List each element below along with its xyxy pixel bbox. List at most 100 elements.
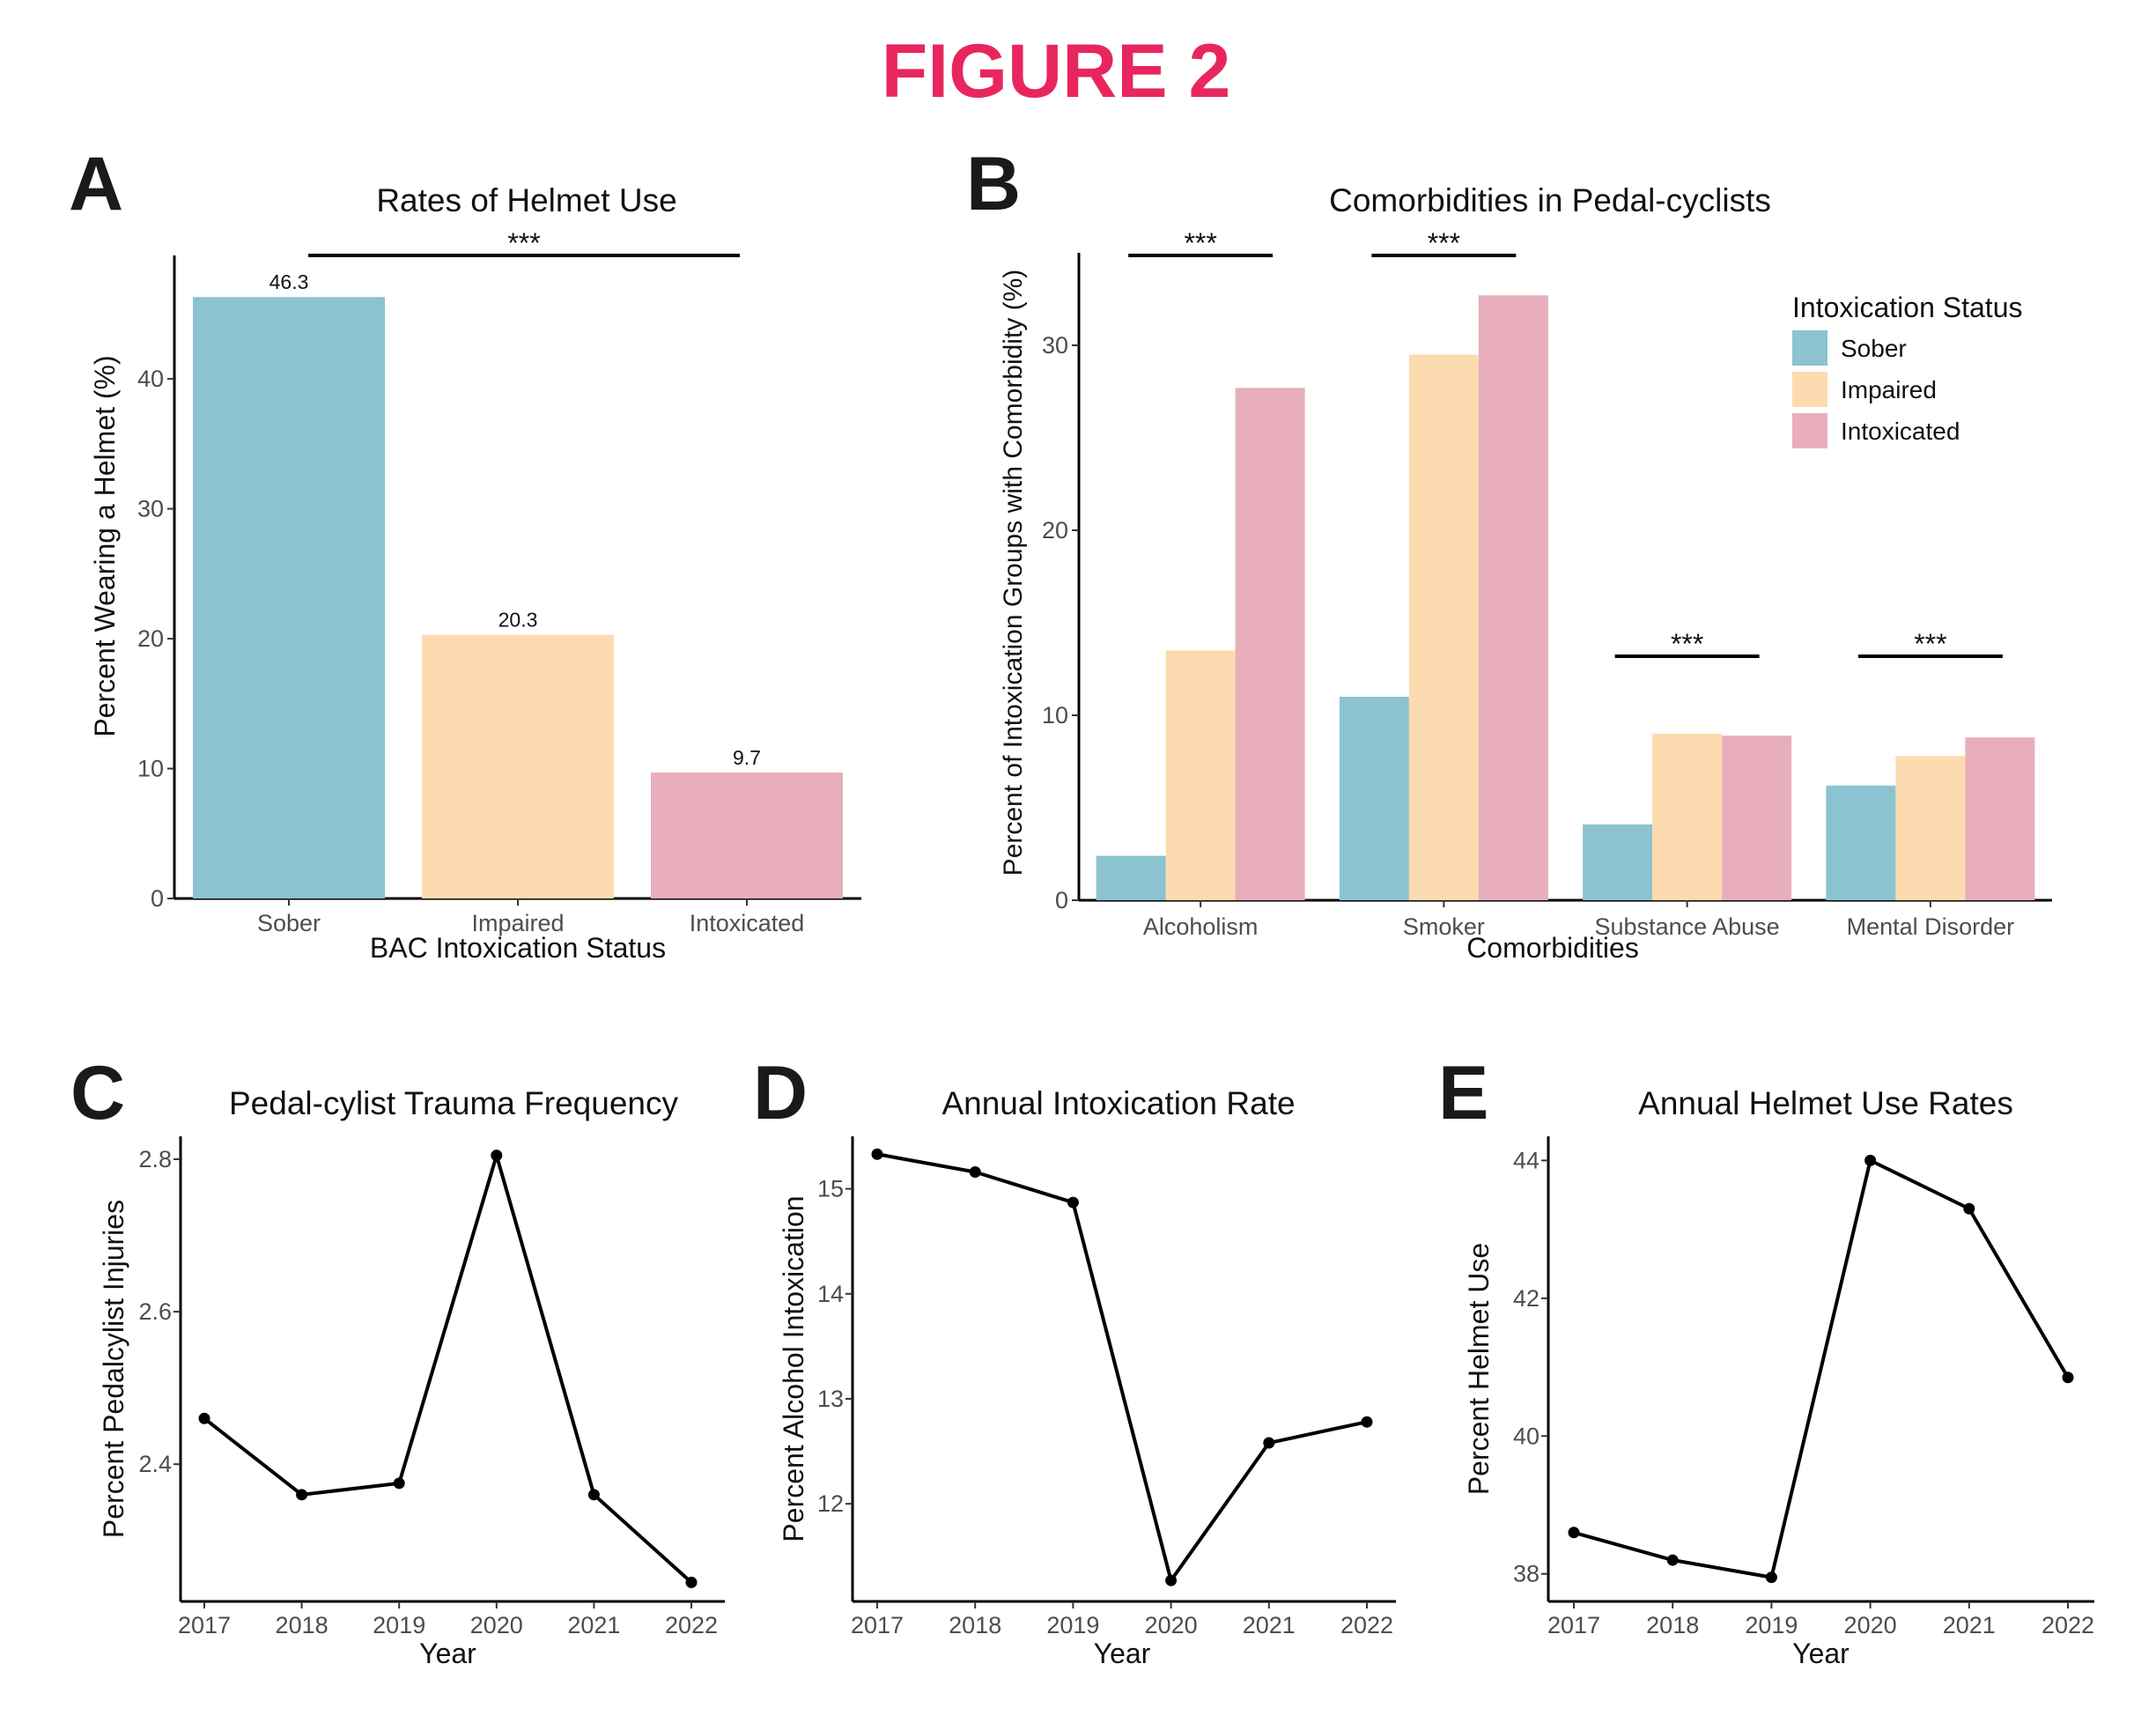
panel-b-title: Comorbidities in Pedal-cyclists xyxy=(1329,182,1771,218)
panel-d-x-tick-label: 2020 xyxy=(1145,1612,1198,1638)
panel-a-y-tick-label: 20 xyxy=(137,625,164,652)
panel-e-point-2020 xyxy=(1864,1154,1877,1166)
panel-c-point-2017 xyxy=(198,1412,210,1424)
panel-a-y-tick-label: 0 xyxy=(151,885,164,912)
panel-b-bar-smoker-sober xyxy=(1339,697,1409,900)
panel-a-x-tick-label: Impaired xyxy=(471,910,564,936)
panel-e-series-line xyxy=(1573,1158,2070,1579)
panel-b-bar-substance-abuse-sober xyxy=(1583,824,1653,900)
panel-a-y-axis-title: Percent Wearing a Helmet (%) xyxy=(89,355,121,736)
panel-d-y-tick-label: 14 xyxy=(817,1281,844,1307)
panel-letter-a: A xyxy=(69,142,123,226)
panel-b-bar-smoker-intoxicated xyxy=(1478,295,1548,900)
panel-e-y-tick-label: 38 xyxy=(1513,1561,1539,1587)
panel-a-bar-sober xyxy=(193,297,385,899)
panel-e-x-tick-label: 2020 xyxy=(1844,1612,1897,1638)
panel-b-y-tick-label: 30 xyxy=(1042,332,1068,359)
panel-b-legend-title: Intoxication Status xyxy=(1792,292,2022,323)
panel-c-chart: Pedal-cylist Trauma Frequency 2.4 2.6 2.8 20… xyxy=(98,1085,725,1669)
panel-letter-d: D xyxy=(753,1051,808,1135)
panel-c-point-2022 xyxy=(685,1576,698,1588)
panel-a-x-axis-title: BAC Intoxication Status xyxy=(370,932,666,964)
panel-d-x-tick-label: 2018 xyxy=(949,1612,1001,1638)
panel-e-chart: Annual Helmet Use Rates 38 40 42 44 2017 2018 2… xyxy=(1463,1085,2094,1669)
panel-a-bar-impaired xyxy=(422,634,614,898)
panel-d-x-tick-label: 2022 xyxy=(1340,1612,1393,1638)
panel-b-x-tick-label: Substance Abuse xyxy=(1595,913,1780,940)
panel-c-x-tick-label: 2020 xyxy=(470,1612,523,1638)
panel-e-x-axis-title: Year xyxy=(1792,1638,1850,1669)
panel-e-point-2017 xyxy=(1568,1527,1580,1539)
panel-a-data-label: 20.3 xyxy=(498,609,538,632)
panel-b-bar-smoker-impaired xyxy=(1408,354,1479,900)
panel-d-point-2019 xyxy=(1067,1196,1079,1209)
panel-b-legend-swatch-sober xyxy=(1792,330,1827,366)
panel-a-x-tick-label: Sober xyxy=(257,910,321,936)
panel-c-point-2019 xyxy=(393,1477,405,1490)
panel-d-point-2022 xyxy=(1361,1416,1373,1428)
panel-b-legend-swatch-impaired xyxy=(1792,372,1827,407)
panel-d-x-tick-label: 2019 xyxy=(1046,1612,1099,1638)
panel-b-significance-stars: *** xyxy=(1428,227,1460,259)
panel-d-point-2021 xyxy=(1263,1437,1275,1449)
panel-a-y-tick-label: 40 xyxy=(137,366,164,392)
panel-b-significance-stars: *** xyxy=(1671,628,1703,660)
panel-e-x-tick-label: 2021 xyxy=(1943,1612,1996,1638)
panel-e-point-2019 xyxy=(1765,1571,1777,1584)
panel-a-data-label: 9.7 xyxy=(733,746,761,769)
panel-a-chart: Rates of Helmet Use 0 10 20 30 40 46.3 Sober 20.… xyxy=(89,182,861,964)
panel-b-y-axis-title: Percent of Intoxication Groups with Como… xyxy=(999,270,1028,876)
panel-c-x-tick-label: 2017 xyxy=(178,1612,231,1638)
panel-e-y-tick-label: 44 xyxy=(1513,1147,1539,1173)
panel-c-point-2018 xyxy=(296,1489,308,1501)
panel-c-x-tick-label: 2018 xyxy=(276,1612,329,1638)
panel-d-title: Annual Intoxication Rate xyxy=(941,1085,1295,1121)
panel-b-bar-alcoholism-impaired xyxy=(1165,650,1236,900)
panel-a-data-label: 46.3 xyxy=(270,270,309,293)
panel-b-x-axis-title: Comorbidities xyxy=(1466,932,1639,964)
panel-d-chart: Annual Intoxication Rate 12 13 14 15 2017 2018… xyxy=(778,1085,1396,1669)
panel-b-legend-label: Impaired xyxy=(1841,376,1937,403)
panel-d-x-tick-label: 2017 xyxy=(851,1612,904,1638)
panel-a-bar-intoxicated xyxy=(651,772,843,898)
panel-a-y-tick-label: 10 xyxy=(137,756,164,782)
panel-a-y-tick-label: 30 xyxy=(137,496,164,522)
panel-c-series-line xyxy=(203,1153,693,1584)
panel-d-y-axis-title: Percent Alcohol Intoxication xyxy=(778,1195,809,1542)
panel-c-point-2020 xyxy=(491,1150,503,1162)
panel-e-x-tick-label: 2019 xyxy=(1745,1612,1798,1638)
panel-c-title: Pedal-cylist Trauma Frequency xyxy=(229,1085,678,1121)
panel-e-point-2022 xyxy=(2062,1372,2074,1384)
panel-e-x-tick-label: 2017 xyxy=(1547,1612,1600,1638)
panel-letter-e: E xyxy=(1438,1051,1488,1135)
panel-c-y-tick-label: 2.4 xyxy=(138,1451,172,1477)
panel-e-y-axis-title: Percent Helmet Use xyxy=(1463,1243,1495,1495)
panel-b-significance-stars: *** xyxy=(1184,227,1216,259)
panel-e-title: Annual Helmet Use Rates xyxy=(1638,1085,2013,1121)
panel-letter-c: C xyxy=(70,1051,125,1135)
panel-b-significance-stars: *** xyxy=(1914,628,1946,660)
panel-b-legend-label: Sober xyxy=(1841,335,1907,362)
panel-c-x-axis-title: Year xyxy=(419,1638,476,1669)
panel-b-y-tick-label: 20 xyxy=(1042,517,1068,544)
panel-b-y-tick-label: 0 xyxy=(1055,887,1068,913)
panel-e-x-tick-label: 2022 xyxy=(2042,1612,2094,1638)
panel-d-series-line xyxy=(876,1152,1368,1583)
panel-b-bar-alcoholism-sober xyxy=(1096,855,1166,900)
panel-e-point-2021 xyxy=(1963,1202,1975,1215)
panel-e-x-tick-label: 2018 xyxy=(1646,1612,1699,1638)
panel-c-y-tick-label: 2.6 xyxy=(138,1298,172,1325)
panel-b-bar-mental-disorder-intoxicated xyxy=(1965,737,2035,900)
panel-b-bar-alcoholism-intoxicated xyxy=(1235,388,1305,900)
panel-d-y-tick-label: 13 xyxy=(817,1386,844,1412)
panel-b-bar-substance-abuse-impaired xyxy=(1652,734,1723,900)
panel-c-x-tick-label: 2019 xyxy=(373,1612,425,1638)
panel-d-point-2017 xyxy=(871,1148,883,1160)
panel-c-x-tick-label: 2021 xyxy=(567,1612,620,1638)
panel-b-x-tick-label: Smoker xyxy=(1403,913,1485,940)
panel-c-y-tick-label: 2.8 xyxy=(138,1146,172,1172)
panel-b-x-tick-label: Mental Disorder xyxy=(1847,913,2015,940)
figure-title: FIGURE 2 xyxy=(882,29,1231,114)
panel-c-x-tick-label: 2022 xyxy=(665,1612,718,1638)
